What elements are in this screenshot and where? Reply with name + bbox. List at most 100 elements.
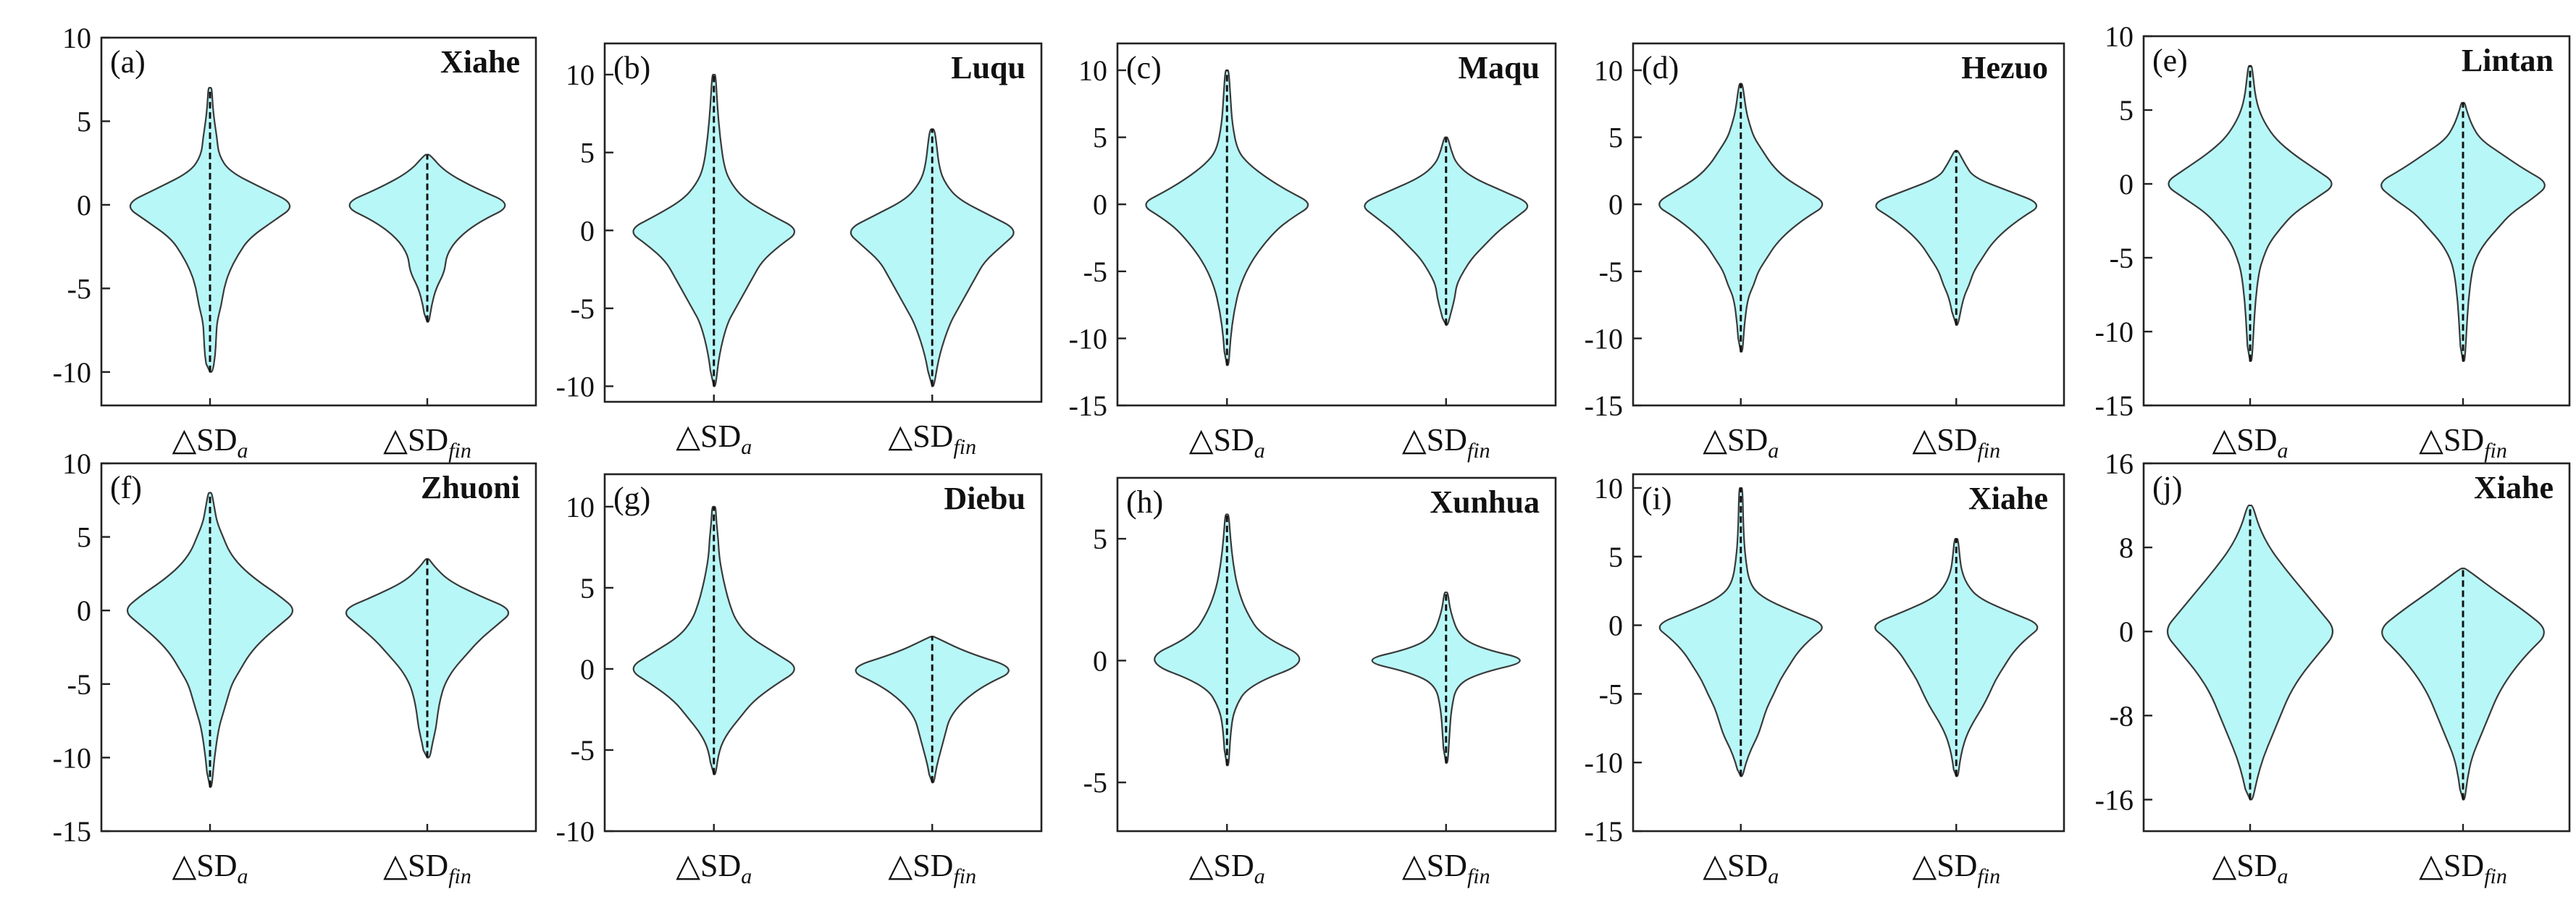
y-tick-label: 16: [2105, 447, 2134, 480]
x-category-label: △SDfin: [888, 418, 976, 459]
y-tick-label: 5: [580, 137, 595, 169]
x-category-label: △SDfin: [383, 848, 471, 888]
panel-label: (j): [2152, 470, 2183, 505]
panel-label: (g): [613, 481, 650, 516]
violin-sd-fin: [849, 128, 1015, 387]
y-tick-label: 5: [1608, 541, 1623, 573]
y-tick-label: 10: [62, 22, 91, 54]
y-tick-label: 0: [1608, 610, 1623, 642]
station-name: Xiahe: [1968, 481, 2048, 516]
plot-frame: [2142, 35, 2571, 407]
panel-f: -15 -10 -5 0 5 10 △SDa △SDfin (f) Zhuoni: [53, 447, 537, 888]
x-category-label: △SDfin: [1402, 848, 1490, 888]
panel-b: -10 -5 0 5 10 △SDa △SDfin (b) Luqu: [556, 42, 1043, 459]
plot-frame: [1116, 42, 1557, 407]
y-tick-label: 0: [1093, 188, 1107, 221]
y-tick-label: 0: [77, 189, 91, 222]
y-tick-label: 10: [2105, 20, 2134, 53]
x-category-label: △SDfin: [2419, 422, 2507, 463]
y-tick-label: 10: [62, 447, 91, 480]
x-category-label: △SDa: [2212, 848, 2288, 888]
y-tick-label: -5: [67, 668, 91, 701]
station-name: Xunhua: [1430, 484, 1540, 520]
panel-a: -10 -5 0 5 10 △SDa △SDfin (a) Xiahe: [53, 22, 537, 463]
violin-sd-fin: [1874, 538, 2039, 778]
panel-label: (i): [1642, 481, 1672, 516]
y-tick-label: 10: [566, 59, 595, 91]
y-tick-label: -10: [1585, 322, 1623, 355]
y-tick-label: -10: [2095, 316, 2134, 348]
y-tick-label: -15: [1585, 390, 1623, 422]
plot-frame: [100, 36, 537, 407]
y-tick-label: -5: [2110, 242, 2134, 274]
y-tick-label: -15: [2095, 390, 2134, 422]
x-category-label: △SDa: [2212, 422, 2288, 463]
x-category-label: △SDfin: [1912, 848, 2000, 888]
panel-label: (c): [1126, 50, 1162, 85]
y-tick-label: 0: [77, 594, 91, 627]
y-tick-label: 10: [1594, 472, 1623, 505]
station-name: Diebu: [944, 481, 1025, 516]
violin-sd-fin: [2380, 101, 2546, 362]
y-tick-label: 0: [1608, 188, 1623, 221]
panel-label: (a): [110, 44, 146, 80]
panel-label: (f): [110, 470, 142, 505]
y-tick-label: -5: [1083, 767, 1107, 799]
x-category-label: △SDfin: [1912, 422, 2000, 463]
y-tick-label: -15: [53, 815, 91, 848]
x-category-label: △SDa: [1703, 848, 1779, 888]
station-name: Zhuoni: [421, 470, 520, 505]
panel-label: (h): [1126, 484, 1163, 520]
y-tick-label: -10: [53, 741, 91, 774]
panel-h: -5 0 5 △SDa △SDfin (h) Xunhua: [1083, 476, 1557, 888]
x-category-label: △SDfin: [383, 422, 471, 463]
y-tick-label: -5: [1599, 678, 1623, 710]
y-tick-label: -16: [2095, 783, 2134, 816]
y-tick-label: 0: [580, 653, 595, 686]
x-category-label: △SDa: [172, 422, 248, 463]
panel-g: -10 -5 0 5 10 △SDa △SDfin (g) Diebu: [556, 473, 1043, 888]
y-tick-label: 10: [1078, 54, 1107, 87]
station-name: Lintan: [2462, 43, 2554, 78]
panel-label: (b): [613, 50, 650, 85]
y-tick-label: -10: [1069, 322, 1107, 355]
plot-frame: [1116, 476, 1557, 833]
station-name: Xiahe: [2474, 470, 2554, 505]
station-name: Maqu: [1459, 50, 1540, 85]
x-category-label: △SDa: [1703, 422, 1779, 463]
x-category-label: △SDa: [676, 418, 752, 459]
y-tick-label: -5: [571, 734, 595, 767]
y-tick-label: 5: [1093, 523, 1107, 555]
x-category-label: △SDfin: [1402, 422, 1490, 463]
y-tick-label: -10: [53, 356, 91, 389]
x-category-label: △SDfin: [888, 848, 976, 888]
y-tick-label: -10: [556, 815, 595, 848]
x-category-label: △SDa: [1189, 422, 1265, 463]
y-tick-label: 8: [2119, 531, 2134, 564]
plot-frame: [2142, 462, 2571, 833]
station-name: Hezuo: [1961, 50, 2048, 85]
panel-c: -15 -10 -5 0 5 10 △SDa △SDfin (c) Maqu: [1069, 42, 1557, 463]
plot-frame: [603, 473, 1043, 833]
y-tick-label: 0: [580, 214, 595, 247]
y-tick-label: 10: [566, 491, 595, 523]
panel-i: -15 -10 -5 0 5 10 △SDa △SDfin (i) Xiahe: [1585, 472, 2065, 888]
y-tick-label: -5: [67, 272, 91, 305]
panel-j: -16 -8 0 8 16 △SDa △SDfin (j) Xiahe: [2095, 447, 2571, 888]
x-category-label: △SDfin: [2419, 848, 2507, 888]
y-tick-label: -15: [1069, 390, 1107, 422]
station-name: Luqu: [951, 50, 1025, 85]
panel-label: (d): [1642, 50, 1679, 85]
x-category-label: △SDa: [676, 848, 752, 888]
y-tick-label: -10: [1585, 746, 1623, 779]
violin-sd-fin: [345, 557, 510, 759]
y-tick-label: 5: [77, 105, 91, 138]
panel-e: -15 -10 -5 0 5 10 △SDa △SDfin (e) Lintan: [2095, 20, 2571, 463]
y-tick-label: 0: [2119, 615, 2134, 648]
y-tick-label: 5: [2119, 94, 2134, 127]
y-tick-label: 5: [77, 521, 91, 554]
y-tick-label: -5: [1599, 256, 1623, 288]
y-tick-label: -5: [571, 292, 595, 325]
y-tick-label: -15: [1585, 815, 1623, 848]
y-tick-label: 5: [1093, 122, 1107, 154]
